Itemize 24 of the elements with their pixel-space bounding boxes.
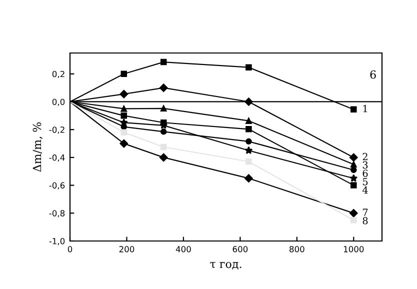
x-tick-label: 1000 <box>344 246 364 252</box>
series-label: 5 <box>362 178 368 186</box>
x-tick-label: 200 <box>119 246 134 252</box>
y-tick-label: -0,2 <box>49 126 64 134</box>
y-tick-label: -0,6 <box>49 182 65 190</box>
series-label: 4 <box>362 186 368 194</box>
x-tick-label: 400 <box>176 246 191 252</box>
y-tick-label: 0,2 <box>52 70 64 78</box>
series-label: 2 <box>362 152 368 160</box>
x-axis-title: τ год. <box>210 262 242 270</box>
x-tick-label: 800 <box>290 246 304 252</box>
series-label: 8 <box>362 216 368 224</box>
y-axis-title: Δm/m, % <box>32 122 43 172</box>
series-label: 3 <box>362 161 368 169</box>
x-tick-label: 600 <box>232 246 248 252</box>
annotation: 6 <box>370 70 376 79</box>
y-tick-label: -0,4 <box>49 154 65 162</box>
x-tick-label: 0 <box>68 246 72 252</box>
series-label: 1 <box>363 104 367 112</box>
y-tick-label: -1,0 <box>49 238 65 246</box>
series-label: 7 <box>362 208 368 216</box>
series-label: 6 <box>362 170 368 177</box>
y-tick-label: 0,0 <box>52 98 65 106</box>
y-tick-label: -0,8 <box>49 210 65 218</box>
